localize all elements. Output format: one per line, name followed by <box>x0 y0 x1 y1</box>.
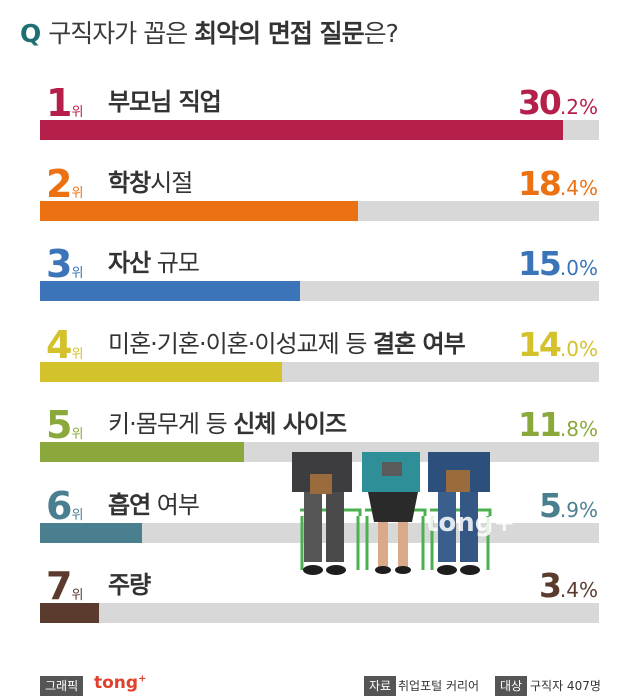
value-decimal: .9% <box>559 497 598 522</box>
value-integer: 15 <box>517 244 562 283</box>
footer: 그래픽 tong+ 자료 취업포털 커리어 대상 구직자 407명 <box>0 668 640 700</box>
title-part-1: 구직자가 꼽은 <box>48 19 188 48</box>
title-part-2: 최악의 면접 질문 <box>194 19 364 48</box>
bar-track <box>40 200 599 221</box>
category-label-plain: 미혼·기혼·이혼·이성교제 등 <box>108 329 374 358</box>
brand-logo: tong+ <box>94 673 146 693</box>
value-integer: 30 <box>517 83 562 122</box>
rank-suffix: 위 <box>71 427 84 442</box>
category-label-plain: 키·몸무게 등 <box>108 410 234 438</box>
value-decimal: .4% <box>559 578 598 602</box>
data-label: 18.4% <box>518 167 598 200</box>
rank-value: 5 <box>46 403 72 447</box>
rank-number: 4위 <box>46 326 83 364</box>
source-tag: 자료 <box>364 676 397 696</box>
category-label-bold: 신체 사이즈 <box>233 410 347 438</box>
rank-suffix: 위 <box>71 346 84 362</box>
rank-value: 1 <box>46 81 72 125</box>
target-tag: 대상 <box>495 676 528 696</box>
category-label-after: 시절 <box>150 168 193 197</box>
interview-candidates-illustration <box>292 452 492 575</box>
target-text: 구직자 407명 <box>530 679 601 693</box>
value-decimal: .0% <box>559 256 598 280</box>
data-label: 15.0% <box>518 247 598 280</box>
value-decimal: .0% <box>559 336 598 361</box>
bar <box>40 120 563 140</box>
rank-number: 5위 <box>46 406 83 444</box>
bar <box>40 522 142 543</box>
value-integer: 14 <box>517 324 562 364</box>
rank-value: 6 <box>46 483 72 528</box>
bar <box>40 603 99 623</box>
category-label: 학창시절 <box>108 168 193 197</box>
category-label-bold: 학창 <box>108 168 151 197</box>
bar <box>40 442 244 462</box>
value-integer: 18 <box>517 163 562 203</box>
category-label-after: 여부 <box>150 490 200 519</box>
value-integer: 3 <box>538 566 562 605</box>
question-marker: Q <box>20 19 41 48</box>
bar <box>40 200 358 221</box>
data-label: 11.8% <box>518 408 598 441</box>
category-label: 미혼·기혼·이혼·이성교제 등 결혼 여부 <box>108 329 466 358</box>
category-label-bold: 부모님 직업 <box>108 88 222 116</box>
rank-suffix: 위 <box>71 266 84 281</box>
rank-suffix: 위 <box>71 588 84 603</box>
rank-suffix: 위 <box>71 185 84 201</box>
watermark: tong+ <box>426 508 516 538</box>
rank-number: 7위 <box>46 567 83 605</box>
data-label: 14.0% <box>518 328 598 361</box>
category-label: 주량 <box>108 571 151 599</box>
graphic-tag: 그래픽 <box>40 676 84 696</box>
rank-value: 7 <box>46 564 72 608</box>
value-decimal: .8% <box>559 417 598 441</box>
page-title: Q 구직자가 꼽은 최악의 면접 질문은? <box>20 14 399 54</box>
category-label: 흡연 여부 <box>108 490 200 519</box>
rank-number: 6위 <box>46 487 83 525</box>
rank-value: 2 <box>46 161 72 206</box>
bar <box>40 281 300 301</box>
value-integer: 5 <box>538 485 562 525</box>
rank-value: 4 <box>46 322 72 367</box>
value-integer: 11 <box>517 405 562 444</box>
bar <box>40 361 282 382</box>
rank-suffix: 위 <box>71 105 84 120</box>
category-label: 부모님 직업 <box>108 88 222 116</box>
bar-track <box>40 281 599 301</box>
bar-track <box>40 361 599 382</box>
rank-number: 1위 <box>46 84 83 122</box>
brand-name: tong <box>94 673 139 693</box>
category-label: 키·몸무게 등 신체 사이즈 <box>108 410 347 438</box>
rank-number: 3위 <box>46 245 83 283</box>
brand-plus: + <box>138 673 147 685</box>
category-label-bold: 주량 <box>108 571 151 599</box>
value-decimal: .2% <box>559 95 598 119</box>
category-label-bold: 흡연 <box>108 490 151 519</box>
title-part-3: 은? <box>363 19 399 48</box>
rank-value: 3 <box>46 242 72 286</box>
data-label: 30.2% <box>518 86 598 119</box>
category-label: 자산 규모 <box>108 249 200 277</box>
category-label-bold: 자산 <box>108 249 151 277</box>
category-label-after: 규모 <box>150 249 200 277</box>
rank-suffix: 위 <box>71 507 84 523</box>
value-decimal: .4% <box>559 175 598 200</box>
bar-track <box>40 603 599 623</box>
category-label-bold: 결혼 여부 <box>373 329 466 358</box>
rank-number: 2위 <box>46 165 83 203</box>
data-label: 3.4% <box>539 569 598 602</box>
bar-track <box>40 120 599 140</box>
data-label: 5.9% <box>539 489 598 522</box>
source-text: 취업포털 커리어 <box>398 679 480 693</box>
